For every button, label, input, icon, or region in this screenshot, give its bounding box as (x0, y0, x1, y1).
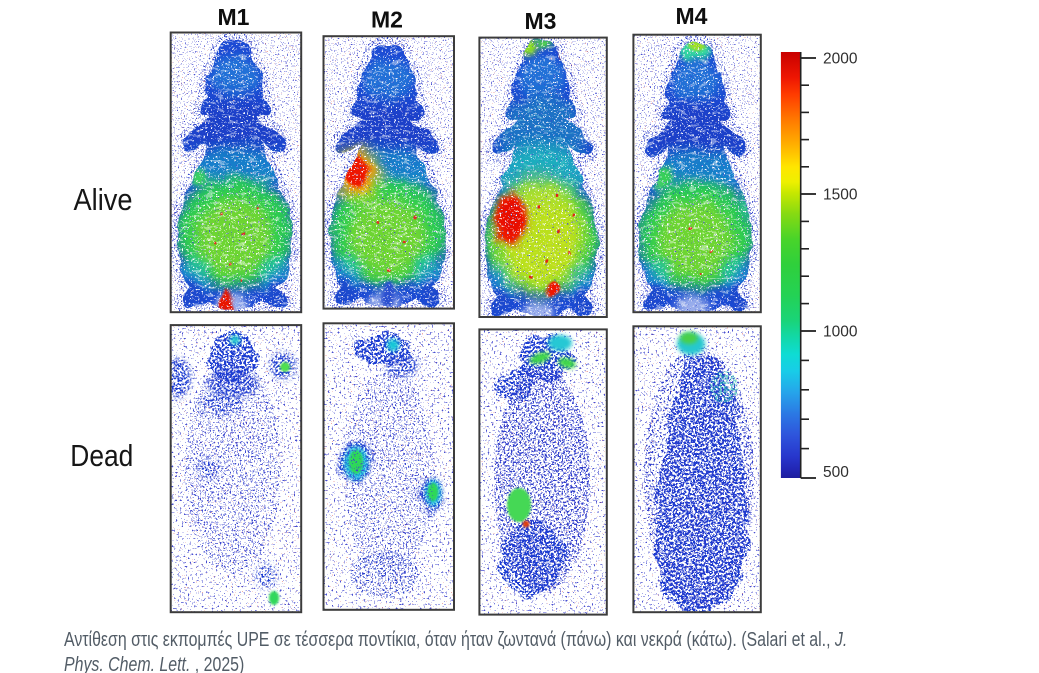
svg-text:1000: 1000 (823, 324, 858, 341)
svg-text:M1: M1 (218, 4, 250, 30)
svg-text:500: 500 (823, 464, 849, 481)
svg-text:M4: M4 (676, 3, 708, 29)
svg-text:M3: M3 (525, 8, 557, 34)
svg-text:Dead: Dead (70, 438, 133, 473)
svg-text:Alive: Alive (74, 182, 133, 217)
svg-text:1500: 1500 (823, 187, 858, 204)
svg-text:2000: 2000 (823, 51, 858, 68)
svg-text:M2: M2 (371, 7, 403, 33)
